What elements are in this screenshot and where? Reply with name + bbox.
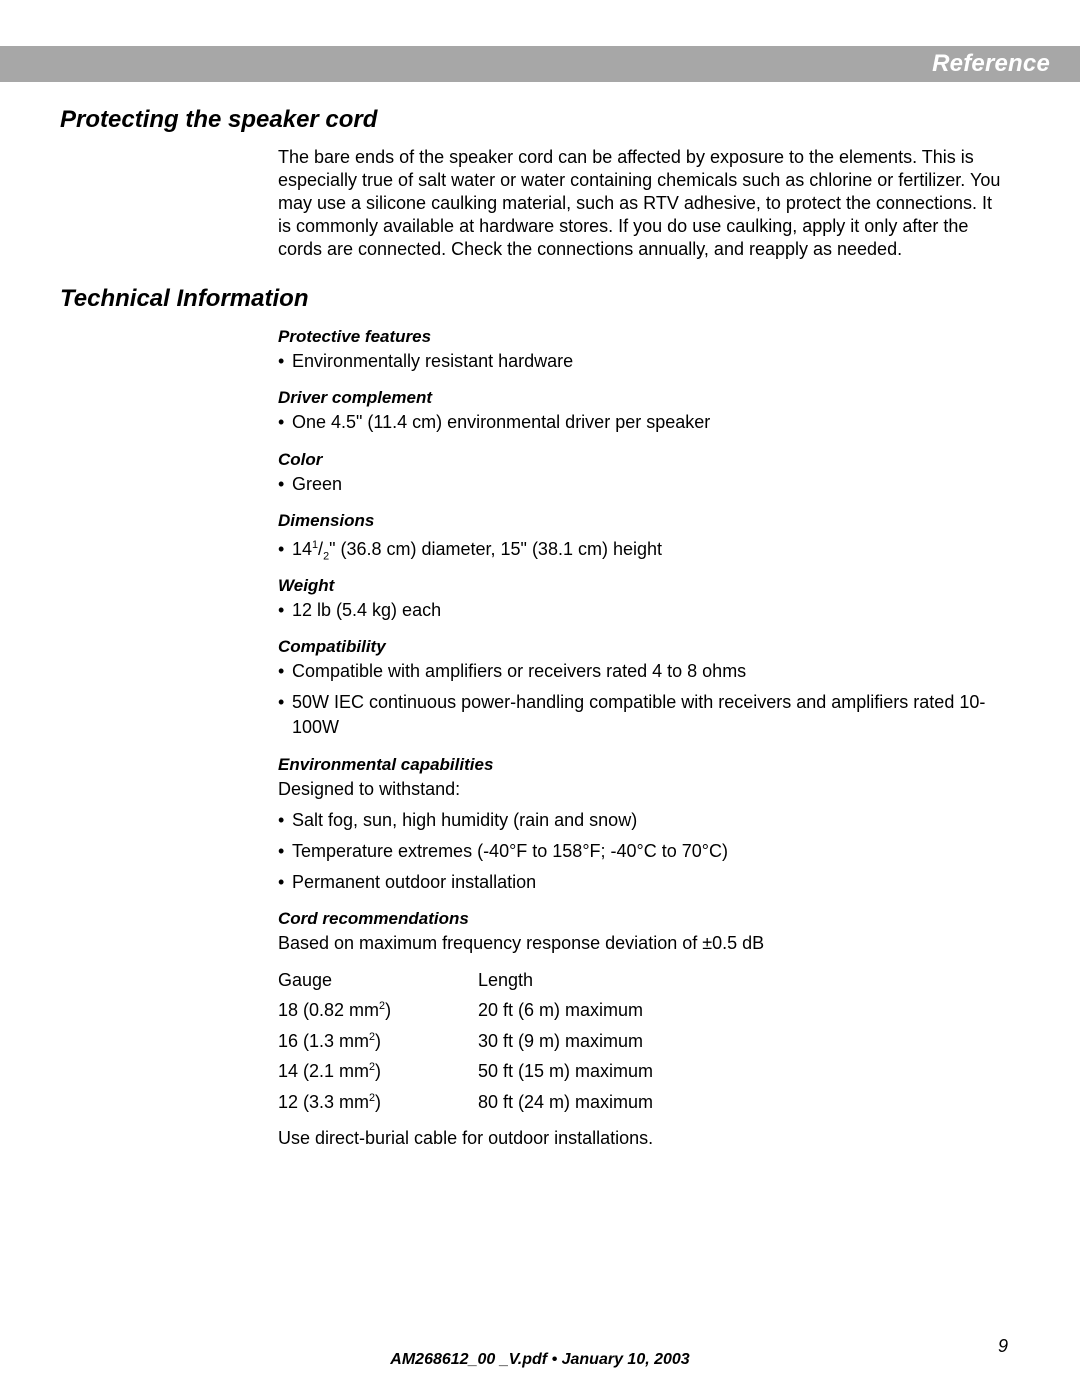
bullet-text: 50W IEC continuous power-handling compat… [292,690,1010,740]
footer-text: AM268612_00 _V.pdf • January 10, 2003 [0,1351,1080,1369]
cord-length: 30 ft (9 m) maximum [478,1026,643,1057]
cord-header-length: Length [478,965,533,996]
sub-driver-title: Driver complement [278,388,1010,408]
page: Reference Protecting the speaker cord Th… [0,0,1080,1397]
cord-header-gauge: Gauge [278,965,478,996]
bullet-text: 12 lb (5.4 kg) each [292,598,1010,623]
header-bar: Reference [0,46,1080,82]
cord-gauge: 12 (3.3 mm2) [278,1087,478,1118]
section-heading-protecting: Protecting the speaker cord [60,106,1010,134]
header-title: Reference [932,50,1050,78]
bullet-item: •12 lb (5.4 kg) each [278,598,1010,623]
cord-trailer: Use direct-burial cable for outdoor inst… [278,1126,1010,1151]
cord-row: 14 (2.1 mm2) 50 ft (15 m) maximum [278,1056,1010,1087]
bullet-item: •Salt fog, sun, high humidity (rain and … [278,808,1010,833]
bullet-item: •Green [278,472,1010,497]
bullet-text: Green [292,472,1010,497]
bullet-text: Permanent outdoor installation [292,870,1010,895]
cord-gauge: 14 (2.1 mm2) [278,1056,478,1087]
sub-env-title: Environmental capabilities [278,755,1010,775]
cord-length: 20 ft (6 m) maximum [478,995,643,1026]
sub-protective-title: Protective features [278,327,1010,347]
cord-gauge: 18 (0.82 mm2) [278,995,478,1026]
bullet-item: •Permanent outdoor installation [278,870,1010,895]
section1-paragraph: The bare ends of the speaker cord can be… [278,146,1010,261]
cord-length: 80 ft (24 m) maximum [478,1087,653,1118]
bullet-text: Temperature extremes (-40°F to 158°F; -4… [292,839,1010,864]
cord-lead: Based on maximum frequency response devi… [278,931,1010,956]
cord-row: 18 (0.82 mm2) 20 ft (6 m) maximum [278,995,1010,1026]
bullet-text: Compatible with amplifiers or receivers … [292,659,1010,684]
sub-dimensions-title: Dimensions [278,511,1010,531]
bullet-text: Salt fog, sun, high humidity (rain and s… [292,808,1010,833]
bullet-text: Environmentally resistant hardware [292,349,1010,374]
bullet-item: •141/2" (36.8 cm) diameter, 15" (38.1 cm… [278,537,1010,562]
cord-gauge: 16 (1.3 mm2) [278,1026,478,1057]
bullet-item: •Compatible with amplifiers or receivers… [278,659,1010,684]
sub-color-title: Color [278,450,1010,470]
bullet-item: •One 4.5" (11.4 cm) environmental driver… [278,410,1010,435]
cord-table: Gauge Length 18 (0.82 mm2) 20 ft (6 m) m… [278,965,1010,1118]
bullet-item: •Environmentally resistant hardware [278,349,1010,374]
content: Protecting the speaker cord The bare end… [60,46,1010,1151]
sub-weight-title: Weight [278,576,1010,596]
cord-header-row: Gauge Length [278,965,1010,996]
env-lead: Designed to withstand: [278,777,1010,802]
sub-cord-title: Cord recommendations [278,909,1010,929]
section-heading-technical: Technical Information [60,285,1010,313]
bullet-item: •50W IEC continuous power-handling compa… [278,690,1010,740]
bullet-text: 141/2" (36.8 cm) diameter, 15" (38.1 cm)… [292,537,1010,562]
sub-compatibility-title: Compatibility [278,637,1010,657]
cord-row: 16 (1.3 mm2) 30 ft (9 m) maximum [278,1026,1010,1057]
cord-row: 12 (3.3 mm2) 80 ft (24 m) maximum [278,1087,1010,1118]
cord-length: 50 ft (15 m) maximum [478,1056,653,1087]
bullet-item: •Temperature extremes (-40°F to 158°F; -… [278,839,1010,864]
bullet-text: One 4.5" (11.4 cm) environmental driver … [292,410,1010,435]
